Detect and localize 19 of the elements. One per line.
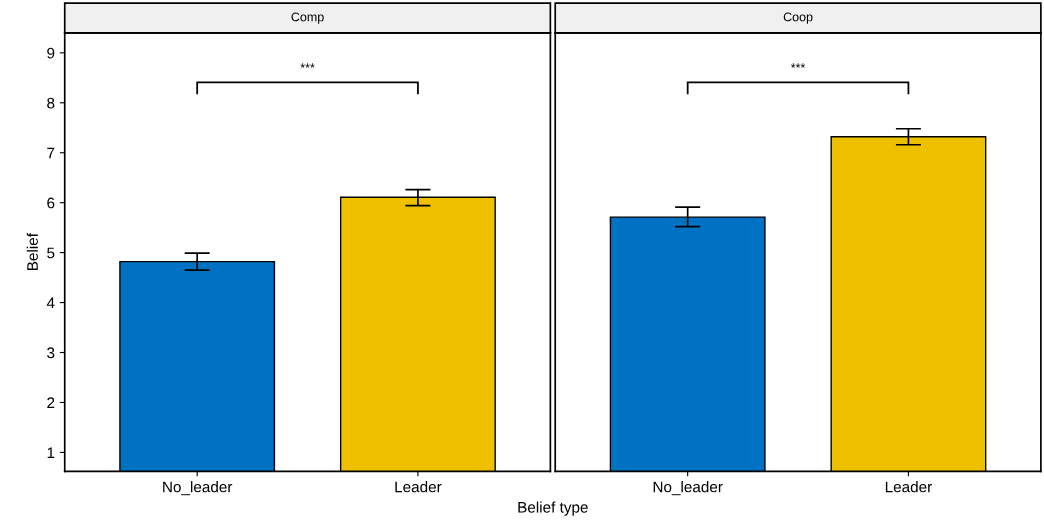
x-tick-label: No_leader [163,481,233,496]
x-axis-title: Belief type [518,501,588,516]
y-tick-label: 3 [47,347,55,359]
y-tick-label: 7 [47,147,55,159]
x-tick-label: Leader [395,481,442,493]
y-tick-label: 1 [47,447,55,458]
y-tick-label: 9 [47,47,55,59]
y-tick-label: 8 [47,97,55,109]
annotation: *** [790,63,806,68]
x-tick-label: No_leader [653,481,723,496]
y-axis-title: Belief [26,232,38,270]
y-tick-label: 5 [47,247,55,259]
y-tick-label: 4 [46,297,55,309]
chart-title: Coop [783,12,813,24]
y-tick-label: 6 [47,197,55,209]
annotation: *** [300,63,315,68]
x-tick-label: Leader [885,481,932,493]
chart-title: Comp [291,12,324,24]
y-tick-label: 2 [47,397,55,408]
